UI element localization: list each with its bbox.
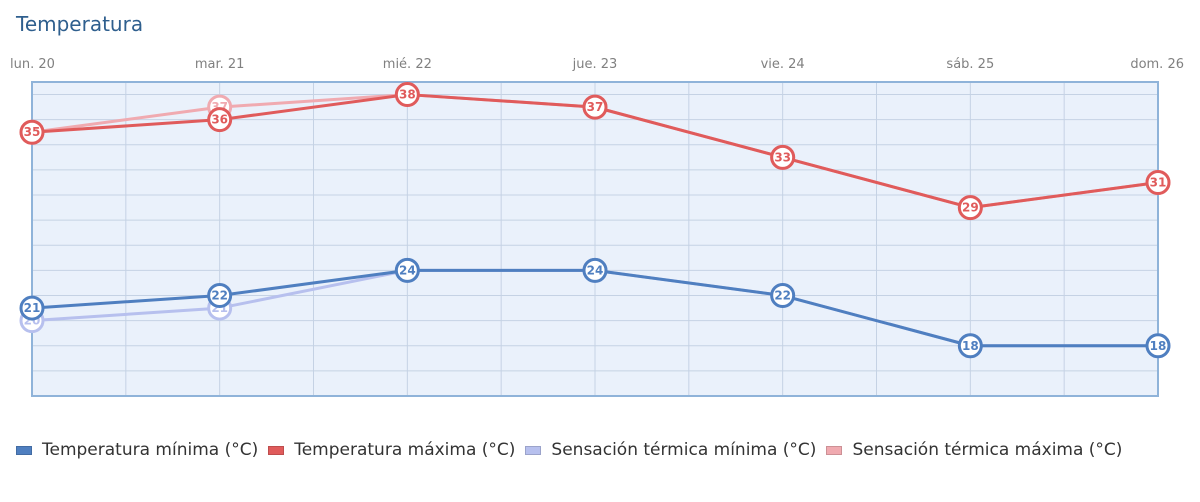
- x-tick-label: jue. 23: [572, 57, 618, 72]
- legend-swatch: [826, 445, 843, 455]
- data-point[interactable]: [207, 283, 233, 309]
- data-label: 22: [211, 289, 228, 303]
- data-point[interactable]: [770, 144, 796, 170]
- data-label: 35: [24, 125, 41, 139]
- data-point[interactable]: [957, 195, 983, 221]
- data-point[interactable]: [19, 295, 45, 321]
- legend-label: Temperatura mínima (°C): [42, 440, 259, 460]
- series-0: 21 22 24 24 22 18 18: [19, 257, 1171, 359]
- x-tick-label: dom. 26: [1130, 57, 1184, 72]
- data-label: 37: [587, 100, 604, 114]
- data-point[interactable]: [394, 82, 420, 108]
- data-point[interactable]: [1145, 169, 1171, 195]
- data-point[interactable]: [19, 119, 45, 145]
- data-label: 24: [399, 263, 416, 277]
- series-1: 35 36 38 37 33 29 31: [19, 82, 1171, 221]
- data-label: 18: [1150, 339, 1167, 353]
- data-label: 18: [962, 339, 979, 353]
- legend-item[interactable]: Temperatura máxima (°C): [268, 440, 515, 460]
- x-tick-label: lun. 20: [10, 57, 55, 72]
- legend-swatch: [525, 445, 542, 455]
- plot-border: [31, 81, 1159, 397]
- legend-item[interactable]: Sensación térmica mínima (°C): [525, 440, 816, 460]
- data-label: 36: [211, 113, 228, 127]
- data-point[interactable]: [957, 333, 983, 359]
- legend-item[interactable]: Temperatura mínima (°C): [16, 440, 258, 460]
- data-label: 22: [774, 289, 791, 303]
- legend-swatch: [16, 445, 32, 455]
- data-label: 38: [399, 88, 416, 102]
- data-point[interactable]: [770, 283, 796, 309]
- chart-title: Temperatura: [16, 12, 144, 36]
- data-label: 33: [774, 150, 791, 164]
- legend-item[interactable]: Sensación térmica máxima (°C): [826, 440, 1122, 460]
- data-point[interactable]: [582, 257, 608, 283]
- legend-swatch: [268, 445, 285, 455]
- legend-label: Temperatura máxima (°C): [294, 440, 516, 460]
- temperature-line-chart: lun. 20 mar. 21 mié. 22 jue. 23 vie. 24 sáb. …: [10, 57, 1184, 397]
- data-point[interactable]: [1145, 333, 1171, 359]
- x-tick-label: mié. 22: [383, 57, 432, 72]
- data-label: 31: [1150, 175, 1167, 189]
- data-point[interactable]: [207, 107, 233, 133]
- x-tick-label: sáb. 25: [946, 57, 994, 72]
- x-tick-label: mar. 21: [195, 57, 245, 72]
- data-label: 24: [587, 263, 604, 277]
- data-point[interactable]: [394, 257, 420, 283]
- legend-label: Sensación térmica máxima (°C): [852, 440, 1123, 460]
- data-label: 21: [24, 301, 41, 315]
- data-point[interactable]: [582, 94, 608, 120]
- chart-legend: Temperatura mínima (°C) Temperatura máxim…: [16, 440, 1132, 460]
- legend-label: Sensación térmica mínima (°C): [551, 440, 817, 460]
- x-tick-label: vie. 24: [761, 57, 805, 72]
- data-label: 29: [962, 201, 979, 215]
